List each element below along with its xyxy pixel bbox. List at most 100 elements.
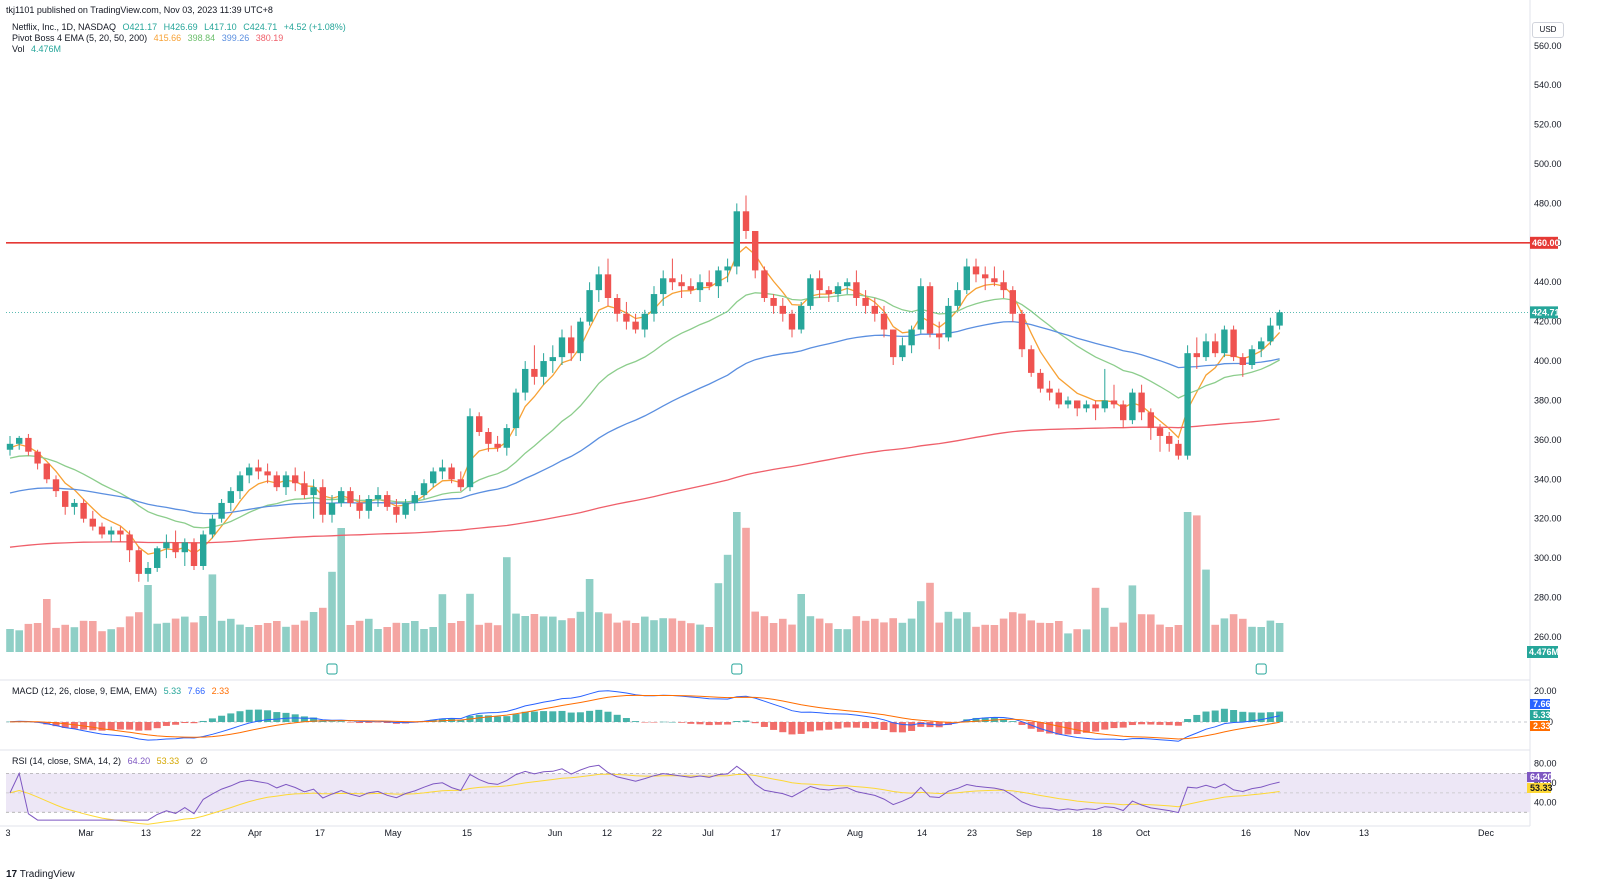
volume-bar	[742, 527, 750, 652]
x-tick-label: Mar	[78, 828, 94, 838]
macd-histogram-bar	[742, 720, 750, 722]
volume-bar	[696, 624, 704, 652]
volume-bar	[43, 599, 51, 652]
volume-bar	[153, 623, 161, 652]
volume-bar	[530, 614, 539, 652]
volume-bar	[944, 611, 953, 652]
macd-histogram-bar	[1046, 722, 1054, 734]
macd-histogram-bar	[264, 710, 272, 722]
macd-histogram-bar	[227, 713, 235, 722]
price-tick-label: 260.00	[1534, 632, 1562, 642]
volume-bar	[383, 627, 391, 652]
ema200-value: 380.19	[255, 33, 284, 43]
price-tick-label: 520.00	[1534, 120, 1562, 130]
macd-line	[9, 690, 1280, 742]
volume-bar	[907, 618, 916, 652]
macd-histogram-bar	[816, 722, 824, 731]
volume-bar	[401, 623, 410, 652]
candle-body	[899, 345, 906, 358]
ema-legend[interactable]: Pivot Boss 4 EMA (5, 20, 50, 200) 415.66…	[12, 33, 287, 44]
candle-body	[558, 337, 566, 358]
candle-body	[154, 548, 161, 568]
candle-body	[98, 526, 106, 535]
candle-body	[485, 432, 492, 444]
candle-body	[411, 495, 418, 503]
candle-body	[384, 495, 391, 507]
candle-body	[752, 231, 759, 271]
volume-bar	[1119, 622, 1127, 652]
rsi-legend[interactable]: RSI (14, close, SMA, 14, 2) 64.20 53.33 …	[12, 756, 212, 767]
volume-bar	[6, 629, 14, 652]
volume-bar	[89, 621, 97, 652]
ema20-line	[9, 292, 1280, 529]
volume-bar	[1220, 618, 1229, 652]
histogram-value: 2.33	[211, 686, 230, 696]
macd-histogram-bar	[668, 721, 676, 723]
volume-bar	[999, 618, 1008, 652]
x-tick-label: 12	[602, 828, 612, 838]
candle-body	[1129, 392, 1136, 421]
volume-bar	[1009, 612, 1017, 652]
candle-body	[227, 491, 234, 503]
macd-histogram-bar	[917, 722, 925, 727]
macd-histogram-bar	[558, 710, 566, 722]
volume-bar	[24, 623, 33, 652]
macd-histogram-bar	[484, 715, 492, 722]
x-tick-label: 3	[5, 828, 10, 838]
macd-histogram-bar	[834, 722, 842, 729]
volume-legend[interactable]: Vol 4.476M	[12, 44, 65, 55]
rsi-line	[9, 764, 1280, 821]
price-tick-label: 340.00	[1534, 474, 1562, 484]
macd-histogram-bar	[1128, 722, 1136, 726]
volume-bar	[668, 618, 677, 652]
candle-body	[25, 437, 32, 452]
candle-body	[531, 368, 538, 377]
candle-body	[577, 321, 584, 354]
candle-body	[328, 502, 336, 515]
volume-bar	[346, 625, 355, 652]
candle-body	[954, 290, 961, 306]
macd-legend[interactable]: MACD (12, 26, close, 9, EMA, EMA) 5.33 7…	[12, 686, 233, 697]
volume-bar	[15, 630, 23, 652]
volume-bar	[613, 622, 621, 652]
price-tick-label: 280.00	[1534, 593, 1562, 603]
macd-histogram-bar	[540, 711, 548, 722]
volume-bar	[1229, 614, 1238, 652]
candle-body	[1101, 400, 1108, 409]
rsi-tick-label: 40.00	[1534, 798, 1557, 808]
volume-bar	[1101, 607, 1109, 652]
price-tick-label: 420.00	[1534, 317, 1562, 327]
symbol-title: Netflix, Inc., 1D, NASDAQ	[12, 22, 117, 32]
macd-histogram-bar	[1119, 722, 1127, 728]
macd-histogram-bar	[208, 718, 216, 722]
candle-body	[669, 278, 676, 283]
volume-bar	[79, 620, 88, 652]
tradingview-logo[interactable]: 17 TradingView	[6, 869, 75, 880]
volume-bar	[1064, 633, 1072, 652]
candle-body	[825, 290, 832, 295]
volume-bar	[1082, 629, 1091, 652]
candle-body	[62, 491, 69, 507]
candle-body	[108, 530, 115, 535]
candle-body	[926, 286, 934, 334]
macd-histogram-bar	[687, 722, 695, 724]
earnings-icon	[326, 663, 338, 675]
volume-bar	[171, 618, 180, 652]
volume-bar	[70, 627, 79, 652]
macd-histogram-bar	[1000, 718, 1008, 722]
candle-body	[1221, 329, 1228, 354]
volume-bar	[549, 616, 557, 652]
macd-value-tag	[1530, 710, 1550, 720]
macd-histogram-bar	[908, 722, 916, 731]
symbol-legend[interactable]: Netflix, Inc., 1D, NASDAQ O421.17 H426.6…	[12, 22, 350, 33]
macd-histogram-bar	[632, 721, 640, 722]
volume-bar	[1018, 613, 1026, 652]
candle-body	[1120, 404, 1127, 421]
currency-button[interactable]: USD	[1532, 22, 1564, 38]
volume-bar	[852, 616, 861, 652]
volume-bar	[475, 624, 483, 652]
volume-bar	[1174, 625, 1183, 652]
macd-histogram-bar	[549, 711, 557, 722]
x-tick-label: Nov	[1294, 828, 1311, 838]
